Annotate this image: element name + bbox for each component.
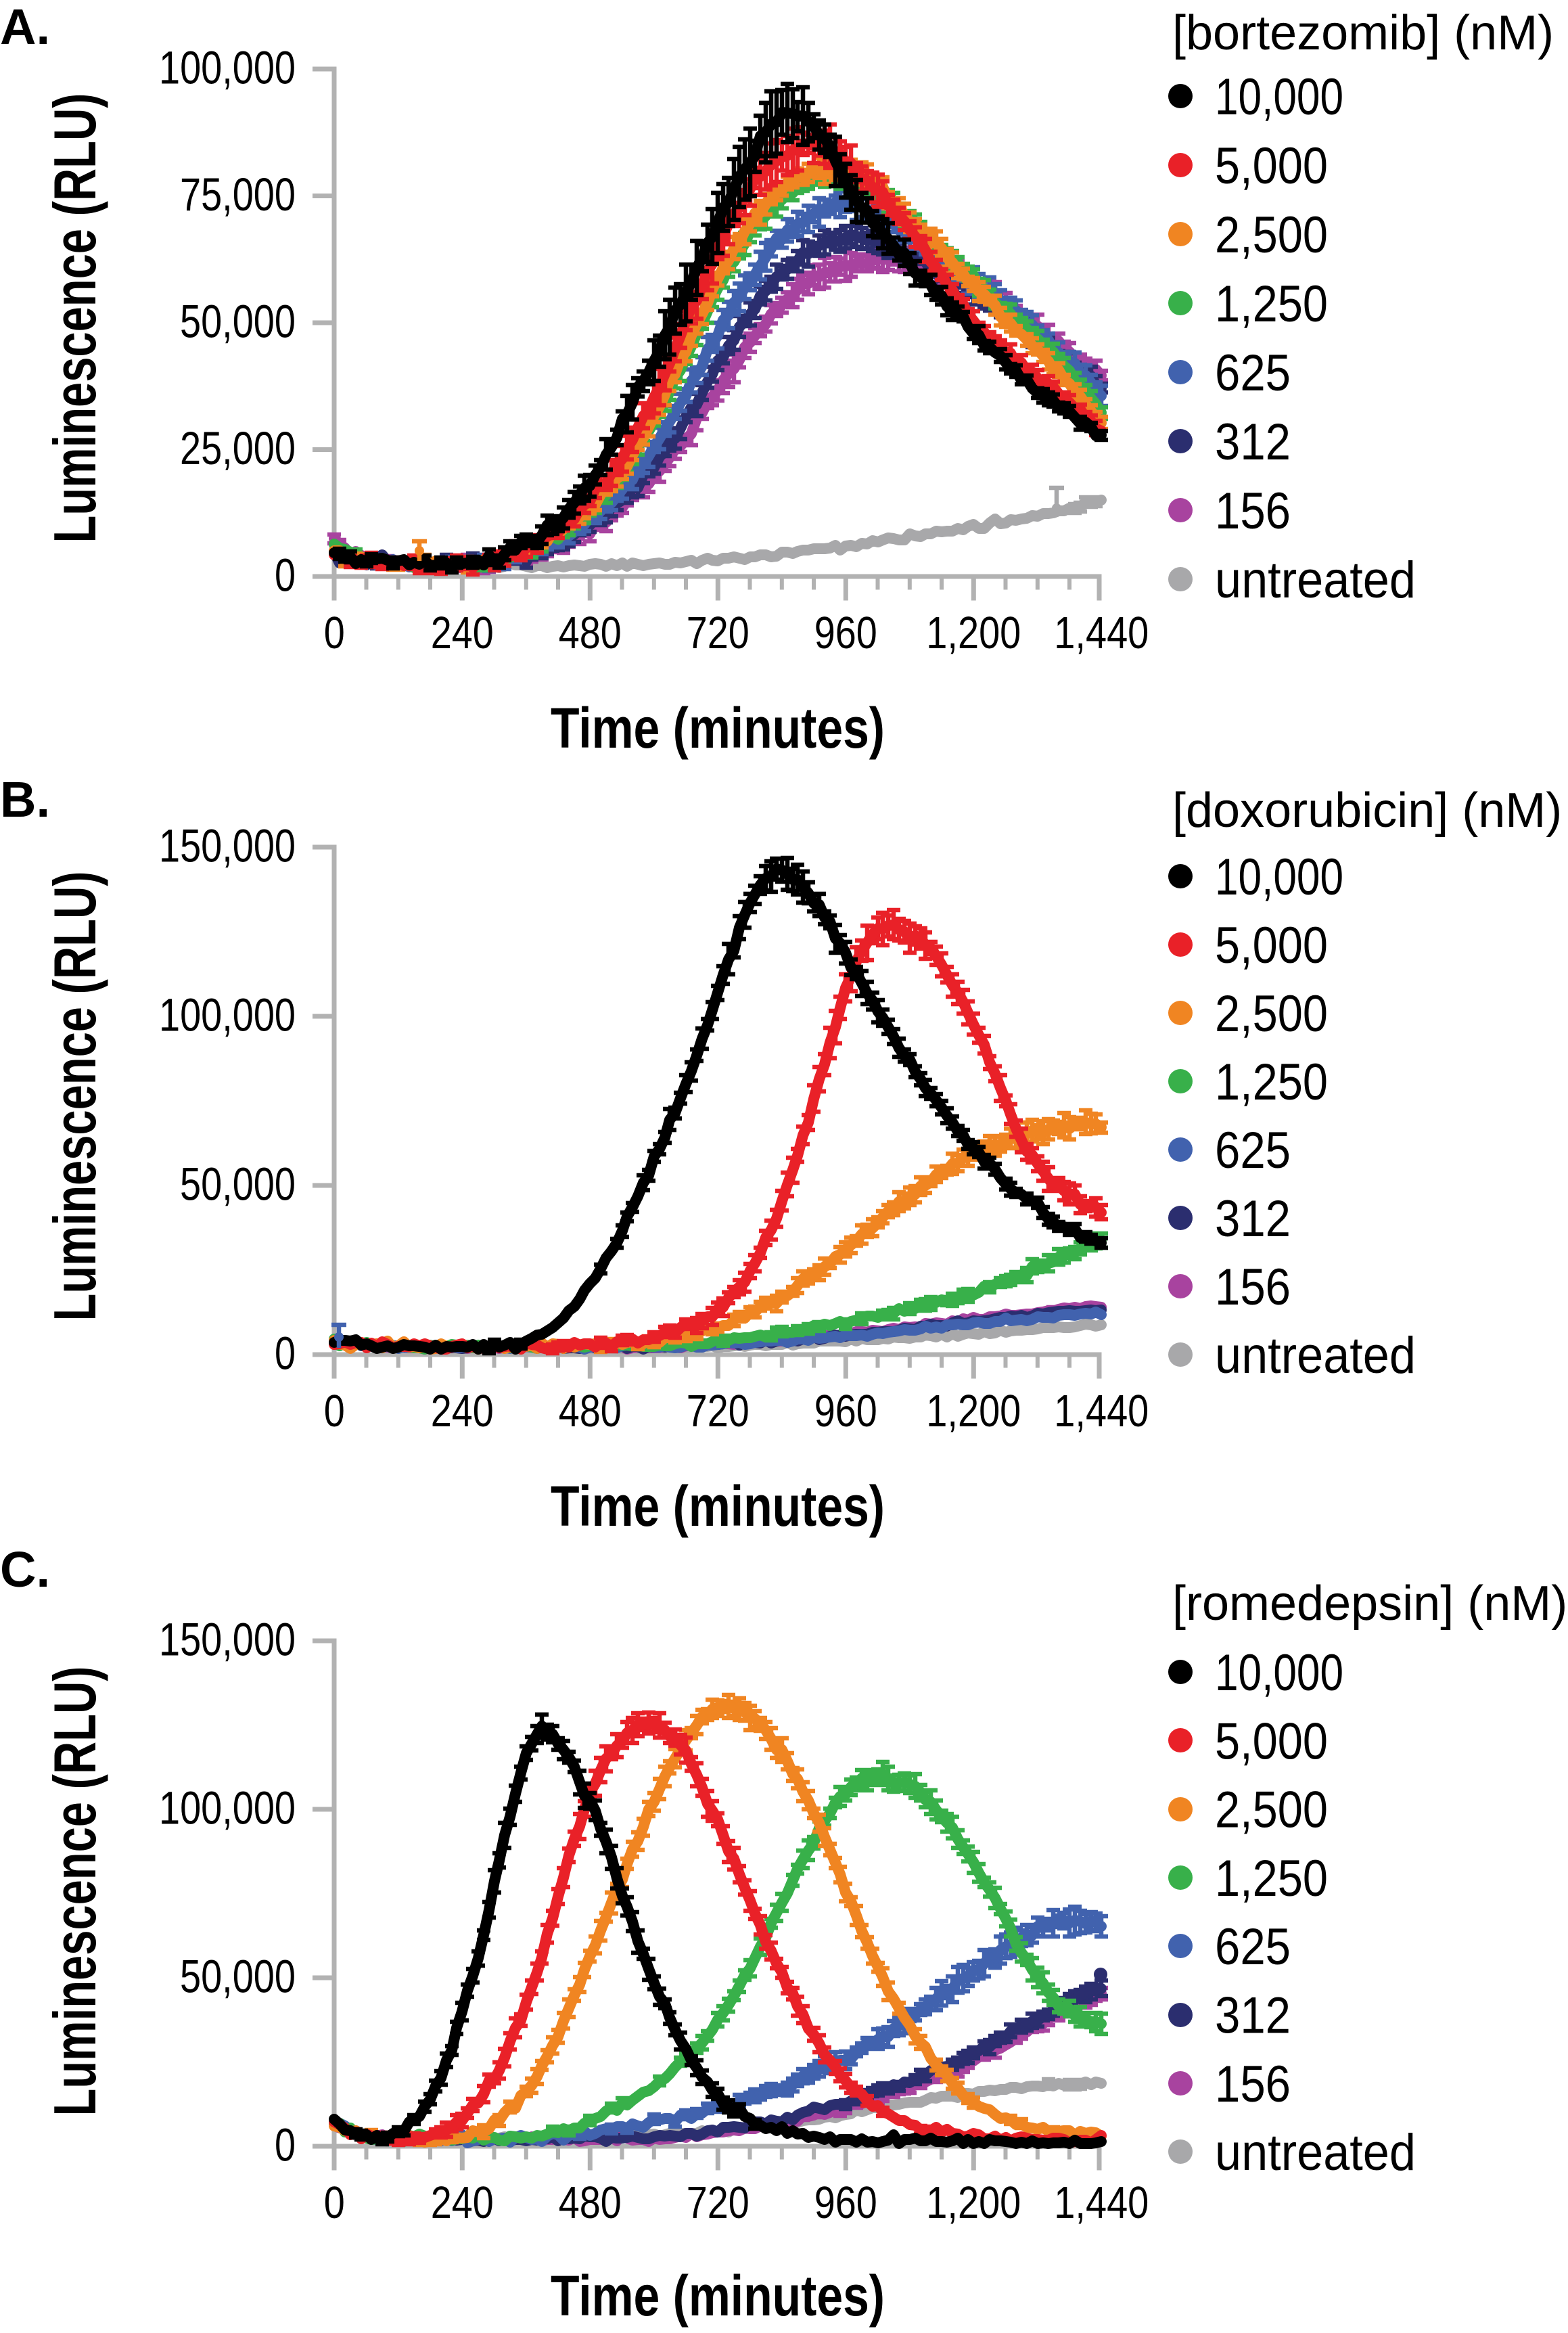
svg-text:5,000: 5,000 [1215, 137, 1328, 195]
svg-text:150,000: 150,000 [159, 1614, 296, 1666]
svg-text:156: 156 [1215, 2056, 1291, 2113]
svg-text:25,000: 25,000 [180, 422, 296, 474]
svg-text:0: 0 [275, 1328, 296, 1380]
svg-text:B.: B. [0, 771, 50, 828]
svg-text:625: 625 [1215, 1918, 1291, 1976]
svg-text:untreated: untreated [1215, 2124, 1416, 2181]
svg-text:Luminescence (RLU): Luminescence (RLU) [41, 1667, 108, 2116]
svg-text:100,000: 100,000 [159, 989, 296, 1041]
svg-text:720: 720 [687, 608, 750, 658]
svg-text:10,000: 10,000 [1215, 1644, 1343, 1702]
svg-text:625: 625 [1215, 344, 1291, 402]
svg-text:1,250: 1,250 [1215, 1850, 1328, 1907]
svg-text:156: 156 [1215, 1259, 1291, 1316]
svg-text:50,000: 50,000 [180, 1951, 296, 2003]
svg-text:1,200: 1,200 [926, 2177, 1021, 2228]
svg-text:Luminescence (RLU): Luminescence (RLU) [41, 93, 108, 543]
svg-text:312: 312 [1215, 1987, 1291, 2045]
svg-text:50,000: 50,000 [180, 1158, 296, 1210]
svg-text:Luminescence (RLU): Luminescence (RLU) [41, 871, 108, 1321]
svg-text:[doxorubicin] (nM): [doxorubicin] (nM) [1172, 784, 1562, 838]
svg-text:Time (minutes): Time (minutes) [551, 2264, 885, 2328]
svg-text:0: 0 [275, 2119, 296, 2171]
svg-text:960: 960 [814, 2177, 877, 2228]
svg-text:960: 960 [814, 608, 877, 658]
svg-text:50,000: 50,000 [180, 296, 296, 348]
svg-text:1,440: 1,440 [1054, 608, 1149, 658]
svg-text:960: 960 [814, 1386, 877, 1436]
svg-text:[bortezomib] (nM): [bortezomib] (nM) [1172, 6, 1554, 60]
svg-text:1,250: 1,250 [1215, 275, 1328, 333]
svg-text:100,000: 100,000 [159, 42, 296, 94]
svg-text:1,200: 1,200 [926, 608, 1021, 658]
svg-text:2,500: 2,500 [1215, 206, 1328, 264]
svg-text:2,500: 2,500 [1215, 985, 1328, 1043]
svg-text:625: 625 [1215, 1122, 1291, 1179]
svg-text:312: 312 [1215, 413, 1291, 471]
svg-text:untreated: untreated [1215, 1327, 1416, 1384]
svg-text:240: 240 [431, 2177, 494, 2228]
svg-text:312: 312 [1215, 1190, 1291, 1248]
svg-text:75,000: 75,000 [180, 168, 296, 221]
svg-text:150,000: 150,000 [159, 820, 296, 872]
svg-text:0: 0 [275, 549, 296, 602]
svg-text:1,440: 1,440 [1054, 1386, 1149, 1436]
svg-text:100,000: 100,000 [159, 1782, 296, 1834]
svg-text:10,000: 10,000 [1215, 68, 1343, 126]
svg-text:5,000: 5,000 [1215, 917, 1328, 974]
svg-text:C.: C. [0, 1541, 50, 1598]
svg-text:1,200: 1,200 [926, 1386, 1021, 1436]
svg-text:[romedepsin] (nM): [romedepsin] (nM) [1172, 1577, 1567, 1631]
svg-text:156: 156 [1215, 482, 1291, 540]
svg-text:0: 0 [324, 2177, 345, 2228]
svg-text:5,000: 5,000 [1215, 1713, 1328, 1770]
svg-text:720: 720 [687, 2177, 750, 2228]
svg-text:480: 480 [559, 1386, 622, 1436]
svg-text:untreated: untreated [1215, 551, 1416, 609]
svg-text:1,440: 1,440 [1054, 2177, 1149, 2228]
svg-text:720: 720 [687, 1386, 750, 1436]
svg-text:Time (minutes): Time (minutes) [551, 1474, 885, 1538]
svg-text:A.: A. [0, 0, 50, 55]
svg-text:240: 240 [431, 608, 494, 658]
svg-text:Time (minutes): Time (minutes) [551, 696, 885, 760]
svg-text:0: 0 [324, 608, 345, 658]
svg-text:480: 480 [559, 608, 622, 658]
svg-text:0: 0 [324, 1386, 345, 1436]
svg-text:10,000: 10,000 [1215, 848, 1343, 906]
svg-text:1,250: 1,250 [1215, 1054, 1328, 1111]
svg-text:240: 240 [431, 1386, 494, 1436]
svg-text:480: 480 [559, 2177, 622, 2228]
svg-text:2,500: 2,500 [1215, 1782, 1328, 1839]
